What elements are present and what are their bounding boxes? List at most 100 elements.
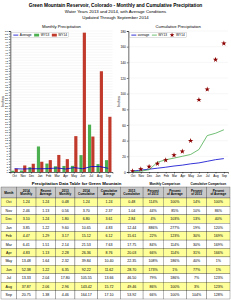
grid-line bbox=[10, 52, 112, 53]
cell-text: 3.85 bbox=[23, 226, 30, 230]
y-tick-mark bbox=[127, 125, 129, 126]
grid-line bbox=[10, 134, 112, 135]
y-tick: 22 bbox=[5, 113, 10, 116]
grid-line bbox=[128, 172, 228, 173]
table-cell bbox=[207, 282, 230, 290]
table-cell bbox=[163, 274, 186, 282]
y-tick: 27 bbox=[5, 99, 10, 102]
cell-text: 40% bbox=[215, 217, 223, 221]
bar bbox=[49, 160, 52, 172]
table-cell bbox=[1, 282, 17, 290]
grid-line bbox=[10, 145, 112, 146]
y-tick-label: 2 bbox=[6, 166, 8, 169]
legend-label: WY14 bbox=[176, 33, 185, 37]
table-cell bbox=[55, 249, 74, 257]
x-tick-label: Jul bbox=[206, 174, 210, 178]
cell-text: 4.46 bbox=[62, 293, 69, 297]
cell-text: 173% bbox=[149, 268, 159, 272]
y-tick-mark bbox=[9, 50, 11, 51]
y-tick: 40 bbox=[122, 139, 128, 143]
header-line: Month bbox=[4, 191, 13, 195]
y-tick: 6 bbox=[6, 155, 10, 158]
x-tick: Aug bbox=[97, 172, 103, 178]
table-cell bbox=[98, 215, 121, 223]
grid-line bbox=[10, 54, 112, 55]
y-tick-label: 32 bbox=[5, 86, 8, 89]
x-tick: Feb bbox=[46, 172, 52, 178]
cell-text: 1.24 bbox=[106, 200, 113, 204]
x-tick-label: Jan bbox=[38, 174, 43, 178]
y-tick: 45 bbox=[5, 52, 10, 55]
table-cell bbox=[163, 215, 186, 223]
header-line: Cumulative bbox=[123, 192, 140, 196]
y-tick: 160 bbox=[121, 45, 129, 49]
y-tick-mark bbox=[9, 108, 11, 109]
y-tick: 100 bbox=[121, 92, 129, 96]
cell-text: 2.04 bbox=[42, 276, 49, 280]
table-cell bbox=[187, 265, 207, 273]
table-cell bbox=[36, 282, 55, 290]
table-cell bbox=[55, 274, 74, 282]
cell-text: 30% bbox=[193, 234, 201, 238]
grid-line bbox=[10, 100, 112, 101]
table-cell bbox=[120, 282, 143, 290]
y-tick: 140 bbox=[121, 61, 129, 65]
y-tick: 5 bbox=[6, 158, 10, 161]
table-cell bbox=[120, 249, 143, 257]
table-cell bbox=[17, 198, 36, 206]
y-tick: 60 bbox=[122, 124, 128, 128]
point bbox=[163, 157, 168, 162]
x-tick: Oct bbox=[131, 172, 136, 178]
y-tick: 25 bbox=[5, 105, 10, 108]
grid-line bbox=[10, 44, 112, 45]
cell-text: 40% bbox=[193, 259, 201, 263]
y-tick-mark bbox=[9, 92, 11, 93]
table-cell bbox=[98, 265, 121, 273]
grid-line bbox=[10, 70, 112, 71]
cell-text: 4.83 bbox=[23, 251, 30, 255]
table-cell bbox=[207, 265, 230, 273]
legend-box bbox=[130, 33, 186, 38]
y-tick: 0 bbox=[124, 171, 128, 175]
y-tick: 28 bbox=[5, 97, 10, 100]
header-line: Monthly bbox=[20, 192, 32, 196]
table-cell bbox=[207, 240, 230, 248]
y-tick-mark bbox=[9, 79, 11, 80]
y-tick-label: 45 bbox=[5, 52, 8, 55]
bar bbox=[54, 166, 57, 172]
y-tick-mark bbox=[127, 172, 129, 173]
x-tick: Dec bbox=[29, 172, 35, 178]
y-tick-label: 46 bbox=[5, 49, 8, 52]
y-tick: 38 bbox=[5, 70, 10, 73]
table-cell bbox=[120, 206, 143, 214]
y-tick-label: 8 bbox=[6, 150, 8, 153]
table-cell bbox=[1, 223, 17, 231]
table-cell bbox=[75, 240, 98, 248]
table-cell bbox=[98, 206, 121, 214]
y-tick-label: 49 bbox=[5, 41, 8, 44]
chart-title: Cumulative Precipitation bbox=[156, 24, 202, 29]
figure-subtitle: Updated Through September 2014 bbox=[82, 15, 149, 20]
table-cell bbox=[98, 198, 121, 206]
cell-text: 164.17 bbox=[81, 293, 92, 297]
grid-line bbox=[10, 84, 112, 85]
y-tick: 39 bbox=[5, 68, 10, 71]
bar bbox=[66, 159, 69, 172]
y-tick: 50 bbox=[5, 38, 10, 41]
y-tick: 42 bbox=[5, 60, 10, 63]
table-cell bbox=[120, 240, 143, 248]
bar bbox=[11, 171, 14, 172]
header-line: of 2013 bbox=[191, 192, 202, 196]
x-tick-label: Oct bbox=[12, 174, 17, 178]
cell-text: 105.55 bbox=[81, 276, 92, 280]
grid-line bbox=[10, 150, 112, 151]
table-cell bbox=[1, 265, 17, 273]
legend-label: average bbox=[138, 33, 150, 37]
y-tick-mark bbox=[9, 31, 11, 32]
table-cell bbox=[207, 223, 230, 231]
table-cell bbox=[17, 206, 36, 214]
cell-text: 3.61 bbox=[106, 217, 113, 221]
chart: 0123456789101112131415161718192021222324… bbox=[1, 24, 113, 178]
cell-text: 52.38 bbox=[22, 268, 31, 272]
cell-text: 114% bbox=[170, 251, 180, 255]
